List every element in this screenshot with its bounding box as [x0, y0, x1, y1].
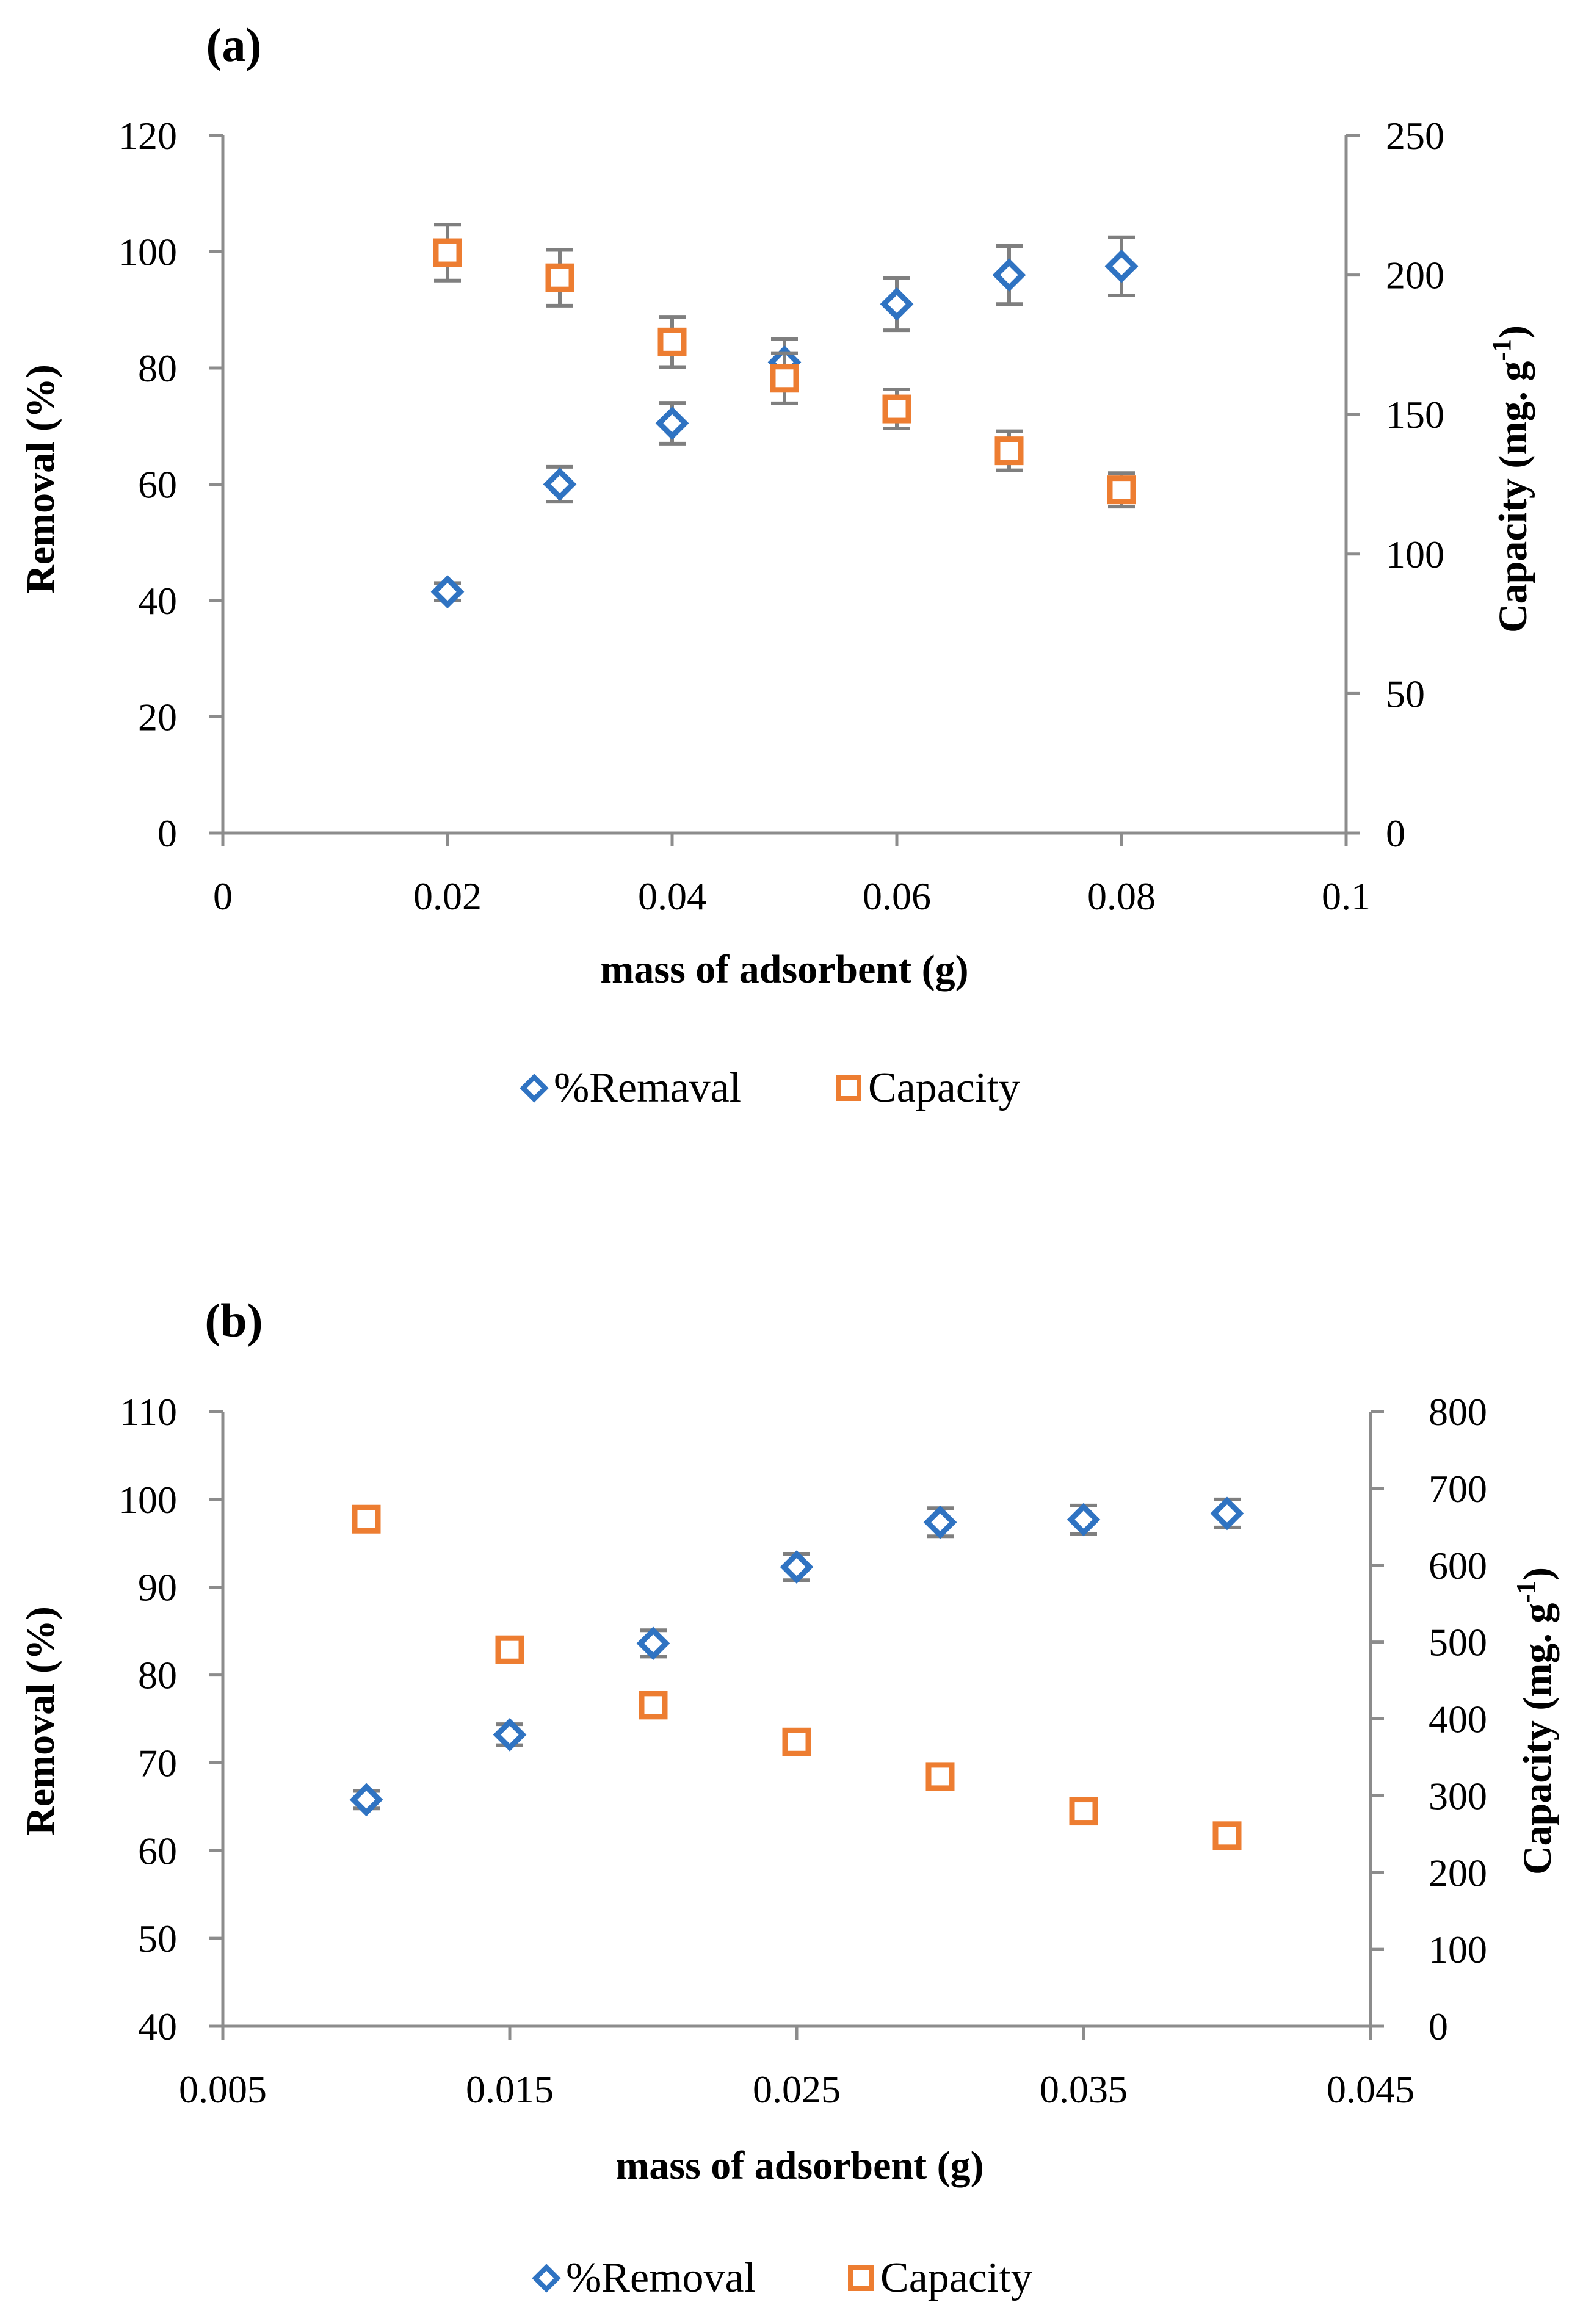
series-capacity: [352, 1504, 1242, 1850]
data-point-capacity: [770, 364, 799, 393]
data-point-capacity: [639, 1691, 668, 1720]
x-axis-title: mass of adsorbent (g): [615, 2143, 983, 2188]
data-point-removal: [992, 258, 1026, 292]
right-y-tick-label: 0: [1386, 812, 1405, 855]
left-y-tick-label: 100: [118, 231, 177, 274]
left-y-axis-title: Removal (%): [18, 364, 63, 594]
series-capacity: [433, 223, 1136, 509]
legend-marker-capacity: [836, 1075, 861, 1101]
x-tick-label: 0.1: [1322, 875, 1371, 918]
left-y-tick-label: 120: [118, 114, 177, 157]
x-tick-label: 0.02: [413, 875, 482, 918]
data-point-capacity: [657, 327, 687, 356]
data-point-removal: [636, 1626, 670, 1661]
x-tick-label: 0.015: [466, 2068, 554, 2111]
right-y-tick-label: 700: [1429, 1467, 1487, 1510]
left-y-tick-label: 0: [158, 812, 177, 855]
panel-label: (b): [205, 1294, 263, 1347]
left-y-tick-label: 80: [138, 1654, 177, 1697]
right-y-tick-label: 500: [1429, 1621, 1487, 1664]
data-point-capacity: [545, 263, 574, 292]
x-tick-label: 0.025: [753, 2068, 841, 2111]
data-point-capacity: [994, 436, 1024, 466]
right-y-axis-title-main: Capacity (mg. g: [1491, 361, 1535, 633]
x-tick-label: 0.08: [1087, 875, 1156, 918]
right-y-tick-label: 300: [1429, 1774, 1487, 1817]
data-point-capacity: [782, 1727, 811, 1756]
left-y-tick-label: 20: [138, 696, 177, 739]
x-axis-title: mass of adsorbent (g): [600, 947, 968, 992]
chart-panel-b: (b) 40 50 60 70 80 90 100 110 0 100 200 300 400 500 600…: [18, 1294, 1560, 2301]
data-point-removal: [780, 1550, 814, 1584]
x-tick-label: 0.04: [638, 875, 706, 918]
legend-label-removal: %Removal: [566, 2254, 756, 2301]
data-point-removal: [430, 575, 465, 609]
right-y-axis-title-end: ): [1491, 325, 1535, 339]
data-point-capacity: [925, 1762, 955, 1791]
right-y-axis-title-sup: -1: [1487, 339, 1516, 361]
legend: %Remaval Capacity: [520, 1064, 1020, 1111]
legend-label-removal: %Remaval: [554, 1064, 741, 1111]
data-point-removal: [655, 406, 689, 440]
data-point-removal: [349, 1783, 383, 1817]
x-tick-label: 0: [213, 875, 233, 918]
left-y-tick-label: 70: [138, 1741, 177, 1785]
left-y-tick-label: 40: [138, 579, 177, 622]
panel-label: (a): [206, 18, 262, 71]
data-point-capacity: [352, 1504, 381, 1534]
chart-panel-a: (a) 0 20 40 60 80 100 120 0 50 100 150 200 250 0 0.02 0.…: [18, 18, 1535, 1111]
right-y-tick-label: 100: [1429, 1928, 1487, 1971]
data-point-removal: [880, 287, 914, 321]
right-y-tick-label: 600: [1429, 1544, 1487, 1587]
right-y-tick-label: 0: [1429, 2005, 1448, 2048]
x-tick-label: 0.005: [179, 2068, 267, 2111]
left-y-tick-label: 90: [138, 1566, 177, 1609]
series-removal: [349, 1496, 1244, 1817]
right-y-axis-title: Capacity (mg. g-1): [1487, 325, 1535, 633]
left-y-tick-label: 60: [138, 1829, 177, 1872]
x-tick-label: 0.035: [1040, 2068, 1128, 2111]
left-y-tick-label: 110: [120, 1390, 177, 1434]
legend-label-capacity: Capacity: [868, 1064, 1020, 1111]
data-point-capacity: [1069, 1797, 1098, 1826]
right-y-tick-label: 250: [1386, 114, 1444, 157]
data-point-removal: [493, 1718, 527, 1752]
right-y-axis-title-main: Capacity (mg. g: [1515, 1603, 1560, 1875]
data-point-capacity: [433, 238, 462, 267]
data-point-removal: [923, 1505, 957, 1539]
left-y-tick-label: 60: [138, 463, 177, 507]
right-y-tick-label: 200: [1429, 1851, 1487, 1894]
data-point-capacity: [1107, 475, 1136, 505]
data-point-capacity: [882, 394, 911, 424]
right-y-tick-label: 200: [1386, 254, 1444, 297]
right-y-tick-label: 800: [1429, 1390, 1487, 1434]
data-point-removal: [1104, 249, 1139, 283]
data-point-capacity: [1212, 1821, 1242, 1850]
x-tick-label: 0.045: [1327, 2068, 1414, 2111]
left-y-axis-title: Removal (%): [18, 1606, 63, 1836]
x-tick-label: 0.06: [863, 875, 931, 918]
right-y-tick-label: 150: [1386, 393, 1444, 436]
right-y-tick-label: 100: [1386, 533, 1444, 576]
right-y-axis-title-sup: -1: [1511, 1581, 1541, 1603]
data-point-removal: [543, 467, 577, 501]
right-y-axis-title-end: ): [1515, 1567, 1560, 1581]
legend-marker-removal: [532, 2264, 561, 2293]
left-y-tick-label: 100: [118, 1478, 177, 1521]
legend-label-capacity: Capacity: [880, 2254, 1032, 2301]
legend-marker-removal: [520, 1074, 549, 1103]
data-point-capacity: [495, 1635, 524, 1664]
data-point-removal: [1067, 1503, 1101, 1537]
legend: %Removal Capacity: [532, 2254, 1032, 2301]
data-point-removal: [1210, 1496, 1244, 1531]
right-y-tick-label: 400: [1429, 1698, 1487, 1741]
left-y-tick-label: 80: [138, 347, 177, 390]
series-removal: [430, 235, 1139, 609]
right-y-tick-label: 50: [1386, 672, 1425, 715]
left-y-tick-label: 50: [138, 1917, 177, 1960]
legend-marker-capacity: [848, 2265, 874, 2291]
left-y-tick-label: 40: [138, 2005, 177, 2048]
right-y-axis-title: Capacity (mg. g-1): [1511, 1567, 1560, 1875]
